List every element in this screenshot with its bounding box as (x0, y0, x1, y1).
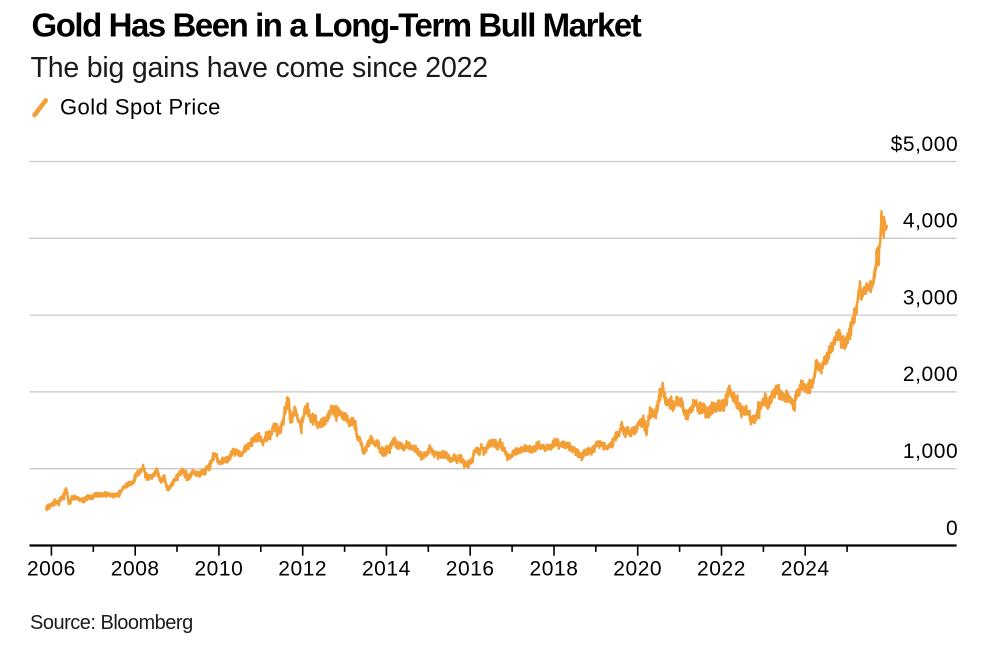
svg-text:2014: 2014 (362, 557, 411, 580)
svg-text:2008: 2008 (111, 557, 160, 580)
svg-text:2006: 2006 (27, 557, 76, 580)
svg-text:2024: 2024 (781, 557, 830, 580)
svg-text:2012: 2012 (278, 557, 327, 580)
svg-text:0: 0 (946, 517, 958, 540)
svg-text:2020: 2020 (613, 557, 662, 580)
svg-text:$5,000: $5,000 (891, 133, 959, 156)
svg-text:4,000: 4,000 (903, 210, 958, 233)
svg-text:2018: 2018 (530, 557, 579, 580)
svg-text:2016: 2016 (446, 557, 495, 580)
svg-text:3,000: 3,000 (903, 286, 958, 309)
svg-text:2,000: 2,000 (903, 363, 958, 386)
svg-text:Gold Has Been in a Long-Term B: Gold Has Been in a Long-Term Bull Market (32, 7, 642, 44)
svg-text:1,000: 1,000 (903, 440, 958, 463)
svg-text:2010: 2010 (194, 557, 243, 580)
svg-text:Source: Bloomberg: Source: Bloomberg (30, 612, 193, 634)
svg-text:2022: 2022 (697, 557, 746, 580)
svg-text:Gold Spot Price: Gold Spot Price (60, 94, 221, 119)
svg-text:The big gains have come since: The big gains have come since 2022 (31, 52, 488, 84)
